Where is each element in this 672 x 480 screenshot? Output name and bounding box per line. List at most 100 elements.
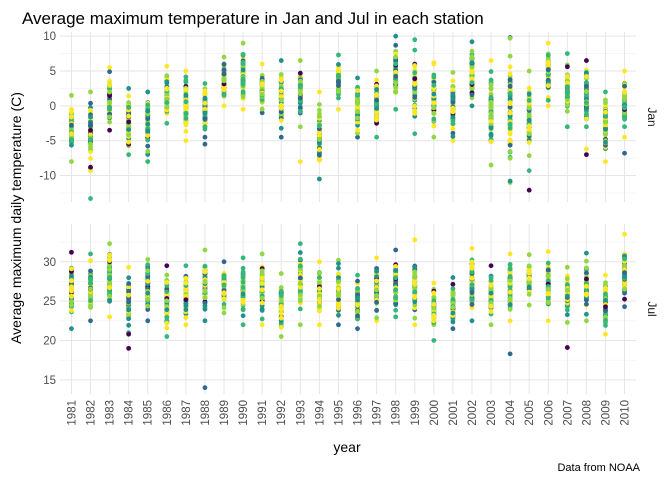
data-point (584, 258, 589, 264)
data-point (221, 54, 227, 60)
data-point (240, 313, 246, 319)
data-point (107, 285, 112, 290)
data-point (355, 127, 360, 133)
data-point (622, 231, 627, 237)
data-point (526, 85, 532, 91)
data-point (469, 76, 475, 82)
data-point (355, 84, 360, 90)
data-point (488, 99, 494, 105)
data-point (374, 255, 380, 261)
data-point (526, 270, 532, 276)
data-point (374, 87, 380, 92)
data-point (316, 113, 322, 119)
data-point (183, 87, 189, 92)
data-point (526, 98, 532, 103)
data-point (450, 96, 456, 101)
data-point (374, 287, 380, 293)
data-point (88, 276, 93, 282)
data-point (526, 126, 532, 132)
data-point (584, 84, 589, 89)
data-point (259, 91, 265, 97)
data-point (584, 283, 589, 289)
data-point (526, 123, 532, 129)
data-point (355, 295, 360, 301)
data-point (259, 275, 265, 281)
data-point (164, 263, 170, 269)
data-point (507, 96, 513, 102)
data-point (183, 300, 189, 306)
data-point (202, 92, 208, 98)
data-point (393, 314, 399, 320)
data-point (412, 94, 418, 100)
data-point (507, 83, 513, 89)
x-tick-label: 1989 (219, 400, 231, 426)
data-point (126, 264, 132, 270)
data-point (469, 275, 475, 281)
data-point (603, 139, 608, 145)
data-point (488, 81, 494, 87)
data-point (278, 271, 284, 276)
data-point (259, 110, 265, 116)
data-point (450, 281, 456, 287)
data-point (202, 263, 208, 269)
data-point (603, 114, 608, 119)
data-point (202, 134, 208, 140)
data-point (545, 260, 551, 266)
data-point (469, 282, 475, 288)
data-point (507, 77, 513, 83)
data-point (69, 159, 74, 164)
data-point (393, 295, 399, 301)
data-point (107, 252, 112, 258)
data-point (145, 148, 151, 154)
data-point (393, 80, 399, 86)
data-point (164, 307, 170, 313)
x-tick-label: 1990 (238, 400, 250, 426)
data-point (431, 82, 437, 88)
data-point (202, 106, 208, 112)
data-point (88, 298, 93, 303)
data-point (622, 83, 627, 89)
data-point (412, 299, 418, 305)
data-point (107, 78, 112, 84)
data-point (336, 52, 341, 58)
data-point (469, 69, 475, 75)
data-point (431, 86, 437, 92)
data-point (450, 87, 456, 93)
data-point-outlier (88, 164, 93, 170)
data-point (564, 51, 570, 56)
x-tick-label: 1987 (181, 400, 193, 426)
data-point (374, 274, 380, 280)
data-point (564, 293, 570, 299)
data-point (584, 287, 589, 293)
data-point (412, 81, 418, 87)
data-point (336, 293, 341, 298)
data-point (488, 275, 494, 281)
data-point (259, 322, 265, 328)
data-point (202, 295, 208, 300)
data-point (126, 299, 132, 305)
data-point (297, 284, 303, 290)
data-point (526, 117, 532, 123)
data-point (488, 124, 494, 130)
data-point (355, 134, 360, 140)
data-point (488, 309, 494, 315)
data-point (507, 270, 513, 275)
data-point (164, 272, 170, 278)
data-point (297, 124, 303, 130)
data-point (88, 145, 93, 151)
data-point (469, 92, 475, 98)
data-point (488, 290, 494, 296)
data-point (336, 261, 341, 266)
data-point (374, 68, 380, 74)
data-point (297, 70, 303, 76)
data-point (69, 107, 74, 112)
data-point (240, 307, 246, 313)
data-point (564, 276, 570, 282)
data-point (202, 110, 208, 116)
data-point (507, 155, 513, 161)
data-point (259, 295, 265, 301)
data-point (336, 257, 341, 263)
data-point (88, 258, 93, 264)
data-point (412, 322, 418, 328)
data-point (393, 264, 399, 269)
